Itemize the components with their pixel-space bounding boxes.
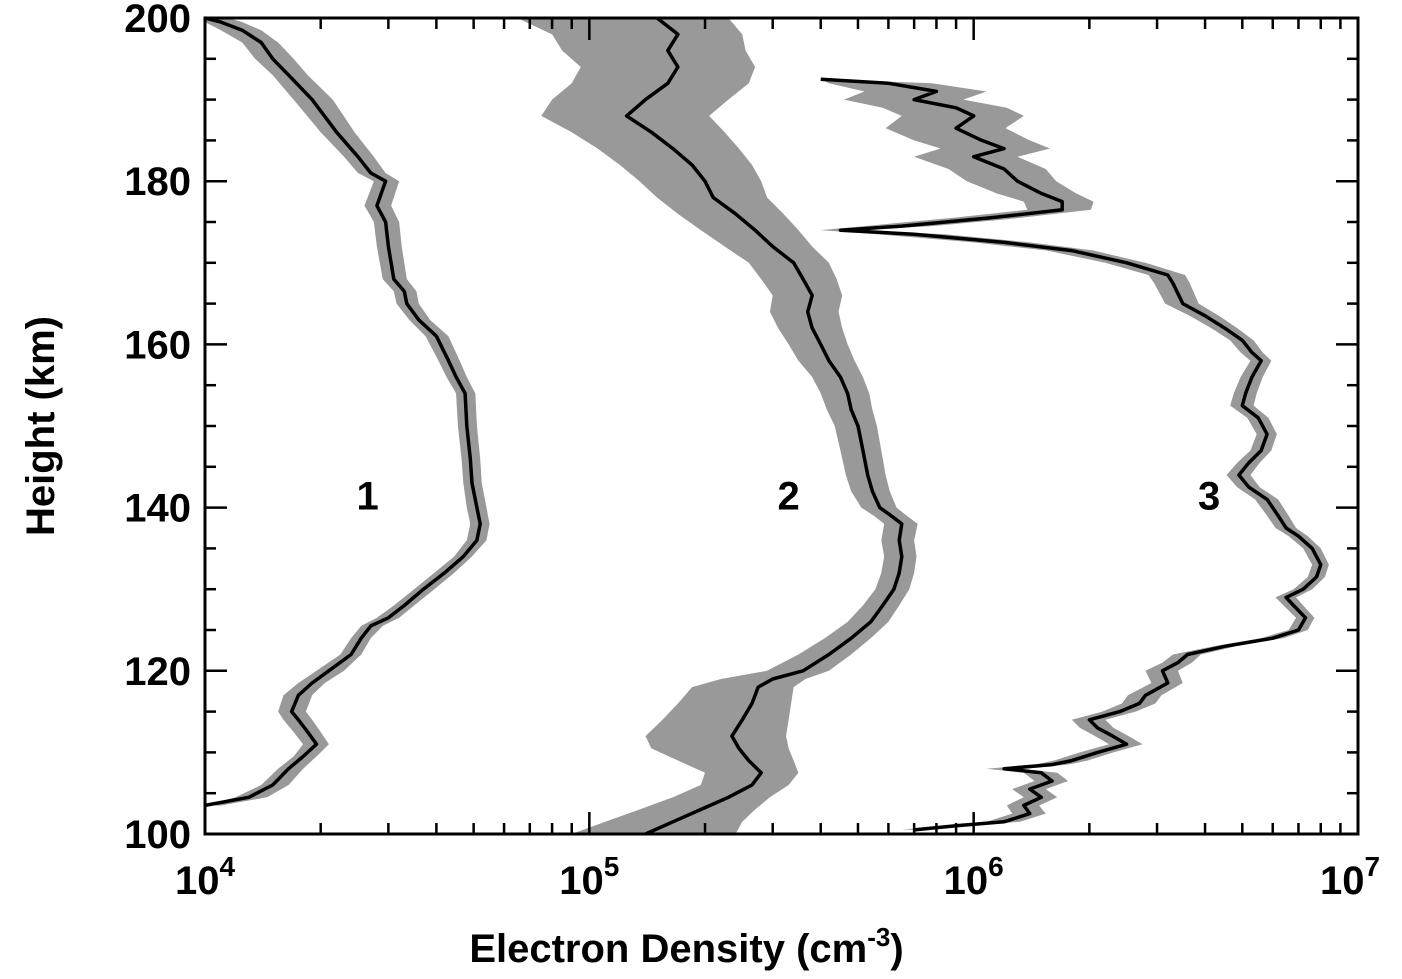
y-tick-label: 180 bbox=[124, 160, 191, 204]
curve-labels: 1 2 3 bbox=[357, 474, 1221, 518]
x-tick-label: 107 bbox=[1320, 851, 1380, 903]
series-1-band bbox=[205, 18, 490, 806]
x-axis-title-close: ) bbox=[890, 927, 903, 971]
curve-label-2: 2 bbox=[777, 474, 799, 518]
y-tick-label: 140 bbox=[124, 487, 191, 531]
x-tick-label: 104 bbox=[175, 851, 236, 903]
x-tick-label: 105 bbox=[559, 851, 619, 903]
series-2-line bbox=[624, 16, 904, 836]
curve-label-3: 3 bbox=[1198, 474, 1220, 518]
tick-labels: 104 105 106 107 100 120 140 160 180 200 bbox=[124, 0, 1380, 903]
uncertainty-bands bbox=[205, 18, 1329, 834]
series-3-line bbox=[820, 77, 1323, 832]
y-tick-label: 120 bbox=[124, 650, 191, 694]
x-axis-title: Electron Density (cm-3) bbox=[469, 922, 903, 971]
y-axis-title: Height (km) bbox=[19, 316, 63, 536]
axis-ticks bbox=[203, 16, 1360, 836]
x-axis-title-main: Electron Density (cm bbox=[469, 927, 867, 971]
x-tick-label: 106 bbox=[944, 851, 1004, 903]
y-tick-label: 160 bbox=[124, 323, 191, 367]
curve-label-1: 1 bbox=[357, 474, 379, 518]
y-tick-label: 200 bbox=[124, 0, 191, 41]
series-1-line bbox=[204, 16, 482, 808]
y-tick-label: 100 bbox=[124, 813, 191, 857]
series-3-band bbox=[820, 79, 1329, 830]
profile-lines bbox=[204, 16, 1323, 836]
x-axis-title-sup: -3 bbox=[867, 922, 890, 952]
series-2-band bbox=[517, 18, 918, 834]
